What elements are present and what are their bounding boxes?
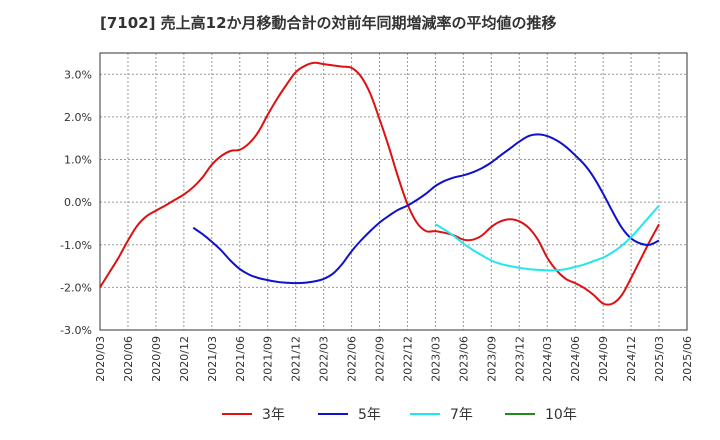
y-axis: 3.0% 2.0% 1.0% 0.0% -1.0% -2.0% -3.0% (60, 68, 92, 337)
x-tick-label: 2024/03 (541, 336, 554, 382)
chart-title: [7102] 売上高12か月移動合計の対前年同期増減率の平均値の推移 (100, 14, 557, 32)
legend-label-7y: 7年 (450, 407, 473, 423)
legend-item-10y: 10年 (505, 402, 577, 426)
legend-swatch-5y (318, 413, 348, 415)
plot-frame (99, 52, 688, 331)
y-tick-label: -2.0% (60, 281, 92, 294)
y-tick-label: 0.0% (64, 196, 92, 209)
series-lines (99, 61, 660, 306)
legend-item-5y: 5年 (318, 402, 381, 426)
legend-swatch-7y (410, 413, 440, 415)
x-tick-label: 2020/03 (94, 336, 107, 382)
series-7y-line (434, 204, 660, 272)
legend-item-3y: 3年 (222, 402, 285, 426)
x-tick-label: 2024/06 (569, 336, 582, 382)
legend-label-5y: 5年 (358, 407, 381, 423)
legend-swatch-10y (505, 413, 535, 415)
x-tick-label: 2025/03 (653, 336, 666, 382)
y-tick-label: -3.0% (60, 324, 92, 337)
x-tick-label: 2025/06 (681, 336, 694, 382)
x-tick-label: 2020/12 (178, 336, 191, 382)
x-tick-label: 2023/03 (429, 336, 442, 382)
legend: 3年 5年 7年 10年 (0, 402, 720, 426)
series-5y-line (192, 133, 660, 285)
y-tick-label: -1.0% (60, 239, 92, 252)
x-tick-label: 2020/09 (150, 336, 163, 382)
x-tick-label: 2021/06 (234, 336, 247, 382)
x-tick-label: 2024/12 (625, 336, 638, 382)
x-tick-label: 2022/09 (374, 336, 387, 382)
x-tick-label: 2023/09 (485, 336, 498, 382)
y-tick-label: 3.0% (64, 68, 92, 81)
y-tick-label: 1.0% (64, 154, 92, 167)
x-tick-label: 2023/12 (513, 336, 526, 382)
x-tick-label: 2023/06 (457, 336, 470, 382)
series-3y-line (99, 61, 660, 306)
legend-label-10y: 10年 (545, 407, 577, 423)
legend-item-7y: 7年 (410, 402, 473, 426)
x-tick-label: 2021/03 (206, 336, 219, 382)
x-tick-label: 2021/12 (290, 336, 303, 382)
legend-swatch-3y (222, 413, 252, 415)
x-tick-label: 2021/09 (262, 336, 275, 382)
legend-label-3y: 3年 (262, 407, 285, 423)
x-tick-label: 2024/09 (597, 336, 610, 382)
x-axis: 2020/03 2020/06 2020/09 2020/12 2021/03 2021/… (94, 336, 694, 382)
x-tick-label: 2022/12 (401, 336, 414, 382)
x-tick-label: 2022/06 (346, 336, 359, 382)
line-chart: 3.0%2.0%1.0%0.0%-1.0%-2.0%-3.0% 2020/03 2… (60, 52, 694, 382)
x-tick-label: 2022/03 (318, 336, 331, 382)
x-tick-label: 2020/06 (122, 336, 135, 382)
y-tick-label: 2.0% (64, 111, 92, 124)
